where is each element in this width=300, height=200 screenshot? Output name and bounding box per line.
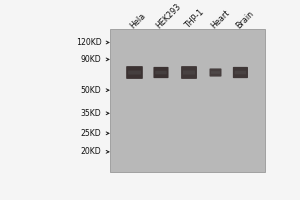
FancyBboxPatch shape: [153, 67, 169, 78]
Text: Brain: Brain: [234, 9, 255, 30]
Bar: [110, 29, 265, 172]
Text: THP-1: THP-1: [183, 7, 206, 30]
FancyBboxPatch shape: [209, 68, 221, 77]
FancyBboxPatch shape: [183, 70, 195, 75]
FancyBboxPatch shape: [128, 70, 141, 75]
Text: Hela: Hela: [128, 11, 147, 30]
Text: 90KD: 90KD: [81, 55, 101, 64]
FancyBboxPatch shape: [155, 71, 167, 74]
Text: 25KD: 25KD: [81, 129, 101, 138]
Text: 50KD: 50KD: [81, 86, 101, 95]
Text: Heart: Heart: [209, 8, 231, 30]
FancyBboxPatch shape: [126, 66, 143, 79]
FancyBboxPatch shape: [233, 67, 248, 78]
FancyBboxPatch shape: [211, 71, 220, 74]
Text: 35KD: 35KD: [81, 109, 101, 118]
Text: 120KD: 120KD: [76, 38, 101, 47]
FancyBboxPatch shape: [181, 66, 197, 79]
Text: 20KD: 20KD: [81, 147, 101, 156]
FancyBboxPatch shape: [235, 71, 246, 74]
Text: HEK293: HEK293: [154, 2, 183, 30]
